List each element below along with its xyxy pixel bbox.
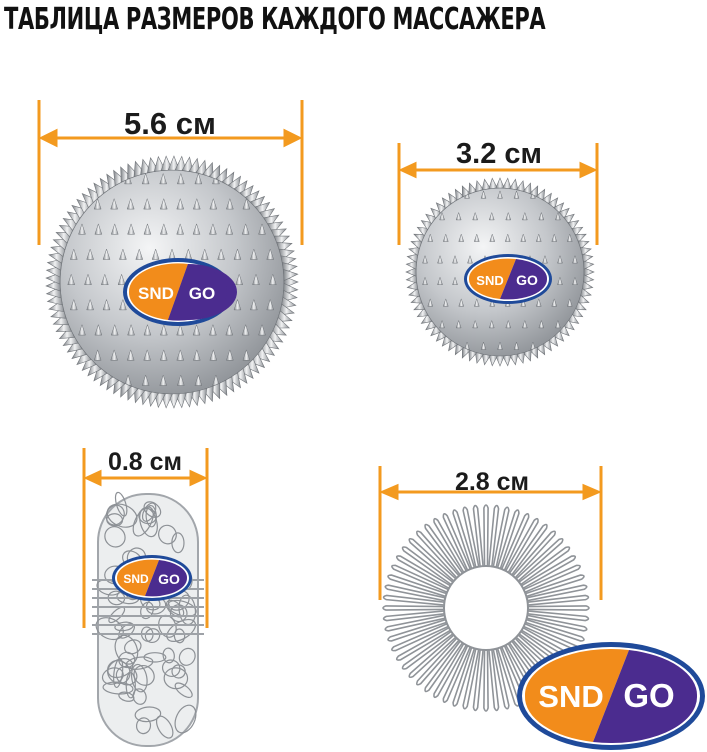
logo-left-text: SND bbox=[538, 679, 603, 714]
item-wire-roller: 0.8 см SND GO bbox=[82, 448, 209, 747]
item-small-spiky-ball: 3.2 см SND GO bbox=[397, 138, 599, 367]
logo-right-text: GO bbox=[623, 677, 674, 714]
brand-logo: SND GO bbox=[112, 555, 192, 601]
logo-right-text: GO bbox=[158, 571, 180, 587]
brand-logo: SND GO bbox=[464, 254, 552, 304]
size-label-large: 5.6 см bbox=[124, 106, 216, 141]
logo-left-text: SND bbox=[476, 273, 503, 288]
page-title: ТАБЛИЦА РАЗМЕРОВ КАЖДОГО МАССАЖЕРА bbox=[4, 2, 546, 37]
brand-logo: SND GO bbox=[517, 642, 705, 750]
wire-roller-icon bbox=[92, 491, 204, 747]
dimension-marker-large bbox=[37, 100, 304, 245]
dimension-marker-roller bbox=[82, 448, 209, 628]
item-large-spiky-ball: 5.6 см SND GO bbox=[37, 100, 304, 409]
dimension-marker-ring bbox=[378, 466, 603, 600]
brand-logo: SND GO bbox=[123, 258, 237, 326]
size-label-roller: 0.8 см bbox=[108, 448, 182, 476]
logo-right-text: GO bbox=[189, 284, 215, 303]
logo-left-text: SND bbox=[123, 572, 149, 586]
item-spring-ring: 2.8 см SND GO bbox=[378, 466, 705, 750]
size-label-small: 3.2 см bbox=[456, 138, 542, 170]
dimension-marker-small bbox=[397, 143, 599, 245]
logo-left-text: SND bbox=[138, 284, 174, 303]
logo-right-text: GO bbox=[516, 272, 538, 288]
size-label-ring: 2.8 см bbox=[455, 468, 529, 496]
